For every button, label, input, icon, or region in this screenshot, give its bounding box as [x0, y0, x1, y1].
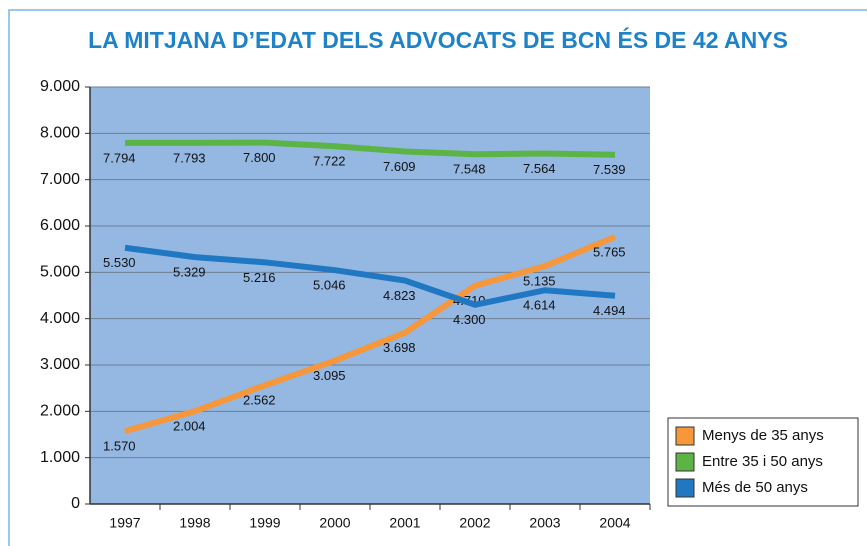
- legend-swatch: [675, 426, 695, 446]
- value-label: 5.329: [173, 265, 206, 280]
- y-tick-label: 3.000: [40, 356, 80, 373]
- value-label: 5.216: [243, 270, 276, 285]
- x-tick-label: 1997: [109, 515, 140, 531]
- value-label: 3.698: [383, 340, 416, 355]
- y-tick-label: 8.000: [40, 125, 80, 142]
- legend-box: [667, 417, 859, 507]
- value-label: 7.794: [103, 150, 136, 165]
- x-tick-label: 1998: [179, 515, 210, 531]
- value-label: 4.300: [453, 312, 486, 327]
- x-tick-label: 2004: [599, 515, 630, 531]
- value-label: 5.135: [523, 274, 556, 289]
- chart-title: LA MITJANA D’EDAT DELS ADVOCATS DE BCN É…: [88, 26, 788, 53]
- y-tick-label: 2.000: [40, 403, 80, 420]
- value-label: 4.823: [383, 288, 416, 303]
- legend-label: Menys de 35 anys: [702, 427, 824, 444]
- y-tick-label: 9.000: [40, 78, 80, 95]
- series-line: [124, 139, 616, 158]
- value-label: 7.793: [173, 150, 206, 165]
- x-tick-label: 1999: [249, 515, 280, 531]
- legend-swatch: [675, 478, 695, 498]
- value-label: 1.570: [103, 439, 136, 454]
- legend-swatch: [675, 452, 695, 472]
- frame: [8, 9, 867, 546]
- x-tick-label: 2002: [459, 515, 490, 531]
- value-label: 4.614: [523, 298, 556, 313]
- value-label: 7.800: [243, 150, 276, 165]
- value-label: 5.765: [593, 244, 626, 259]
- value-label: 5.530: [103, 255, 136, 270]
- value-label: 2.562: [243, 393, 276, 408]
- series-line: [124, 234, 617, 435]
- legend-label: Entre 35 i 50 anys: [702, 453, 823, 470]
- value-label: 2.004: [173, 419, 206, 434]
- value-label: 7.539: [593, 162, 626, 177]
- y-tick-label: 6.000: [40, 217, 80, 234]
- value-label: 5.046: [313, 278, 346, 293]
- series-line: [124, 244, 616, 308]
- value-label: 7.609: [383, 159, 416, 174]
- value-label: 7.564: [523, 161, 556, 176]
- x-tick-label: 2001: [389, 515, 420, 531]
- value-label: 4.494: [593, 303, 626, 318]
- y-tick-label: 0: [71, 495, 80, 512]
- y-tick-label: 4.000: [40, 310, 80, 327]
- y-tick-label: 1.000: [40, 449, 80, 466]
- value-label: 3.095: [313, 368, 346, 383]
- y-tick-label: 7.000: [40, 171, 80, 188]
- value-label: 7.548: [453, 162, 486, 177]
- x-tick-label: 2000: [319, 515, 350, 531]
- value-label: 7.722: [313, 154, 346, 169]
- x-tick-label: 2003: [529, 515, 560, 531]
- legend-label: Més de 50 anys: [702, 479, 808, 496]
- y-tick-label: 5.000: [40, 264, 80, 281]
